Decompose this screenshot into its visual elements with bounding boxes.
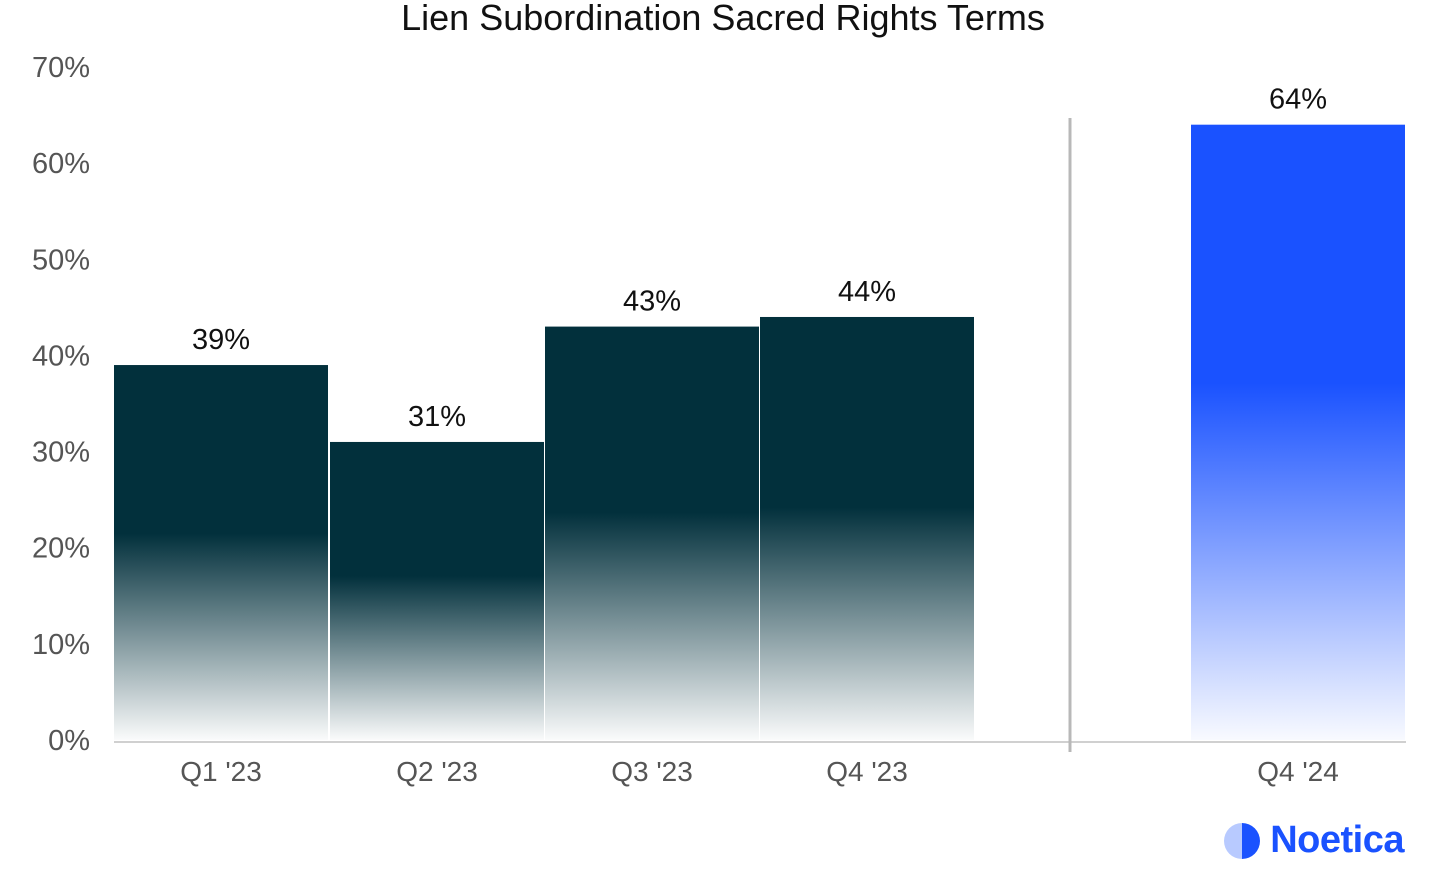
x-tick-label: Q4 '24: [1257, 756, 1339, 787]
bar: [545, 326, 759, 740]
data-label: 31%: [408, 401, 466, 433]
y-axis: 0% 10% 20% 30% 40% 50% 60% 70%: [32, 52, 90, 757]
x-tick-label: Q4 '23: [826, 756, 908, 787]
y-tick-label: 60%: [32, 148, 90, 180]
y-tick-label: 0%: [48, 725, 90, 757]
bar: [760, 316, 974, 740]
bar: [330, 441, 544, 740]
data-label: 39%: [192, 324, 250, 356]
value-labels: 39% 31% 43% 44% 64%: [192, 84, 1327, 433]
y-tick-label: 50%: [32, 244, 90, 276]
y-tick-label: 40%: [32, 340, 90, 372]
y-tick-label: 30%: [32, 437, 90, 469]
x-tick-label: Q2 '23: [396, 756, 478, 787]
data-label: 64%: [1269, 84, 1327, 116]
bar: [114, 365, 328, 740]
x-tick-label: Q1 '23: [180, 756, 262, 787]
bars: [114, 124, 1405, 740]
y-tick-label: 70%: [32, 52, 90, 84]
half-circle-logo-icon: [1224, 822, 1261, 859]
data-label: 44%: [838, 276, 896, 308]
y-tick-label: 20%: [32, 533, 90, 565]
data-label: 43%: [623, 286, 681, 318]
brand-logo: Noetica: [1224, 819, 1404, 862]
bar: [1191, 124, 1405, 740]
chart-title: Lien Subordination Sacred Rights Terms: [401, 0, 1045, 38]
y-tick-label: 10%: [32, 629, 90, 661]
x-axis: Q1 '23 Q2 '23 Q3 '23 Q4 '23 Q4 '24: [180, 756, 1339, 787]
brand-name: Noetica: [1270, 819, 1404, 861]
x-tick-label: Q3 '23: [611, 756, 693, 787]
